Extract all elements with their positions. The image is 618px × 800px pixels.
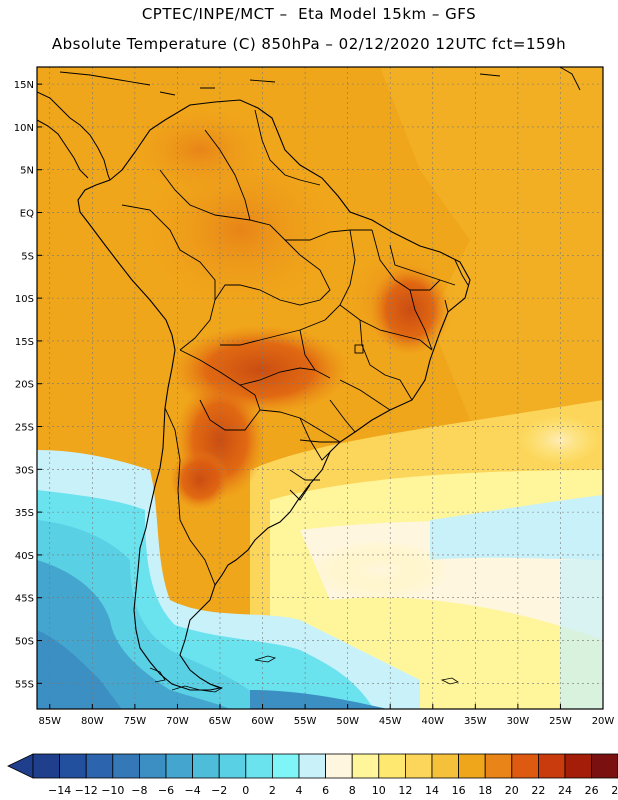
colorbar-label: −8 <box>131 784 147 797</box>
field-cyan-far-east <box>560 560 603 709</box>
longitude-labels: 85W 80W 75W 70W 65W 60W 55W 50W 45W 40W 35W 30W 25W 2… <box>38 716 614 727</box>
colorbar-segment <box>271 753 300 779</box>
lon-label: 20W <box>592 716 615 727</box>
lon-label: 50W <box>336 716 359 727</box>
colorbar-segment <box>85 753 114 779</box>
colorbar-segment <box>32 753 61 779</box>
colorbar-segment <box>564 753 593 779</box>
lat-label: 40S <box>15 551 34 562</box>
colorbar-label: 12 <box>398 784 412 797</box>
plot-frame <box>36 66 604 710</box>
lat-label: 10N <box>14 123 34 134</box>
colorbar-label: 22 <box>531 784 545 797</box>
title-line-2: Absolute Temperature (C) 850hPa – 02/12/… <box>51 35 567 53</box>
colorbar-label: 10 <box>372 784 386 797</box>
colorbar-segment <box>192 753 220 779</box>
field-warm-north <box>120 100 280 200</box>
colorbar-segment <box>538 753 566 779</box>
colorbar-label: −2 <box>211 784 227 797</box>
lat-label: 5S <box>21 251 34 262</box>
title-line-1: CPTEC/INPE/MCT – Eta Model 15km – GFS <box>141 5 477 23</box>
field-cool-patch <box>310 540 450 600</box>
coastline-central-america <box>37 91 111 181</box>
colorbar-segment <box>404 753 433 779</box>
field-sw-cold-5 <box>37 630 122 709</box>
lon-label: 80W <box>81 716 104 727</box>
country-borders <box>121 109 469 586</box>
lat-label: EQ <box>20 209 34 220</box>
lat-label: 30S <box>15 465 34 476</box>
lat-label: 15N <box>14 80 34 91</box>
colorbar-lower-arrow <box>7 753 34 779</box>
colorbar-segment <box>351 753 380 779</box>
lat-label: 20S <box>15 380 34 391</box>
colorbar-segment <box>511 753 539 779</box>
colorbar-label: −6 <box>158 784 174 797</box>
lon-label: 30W <box>507 716 530 727</box>
latitude-labels: 15N 10N 5N EQ 5S 10S 15S 20S 25S 30S 35S 40S 45S 50S 5… <box>14 80 34 690</box>
colorbar-segment <box>378 753 406 779</box>
field-s-cold-strip <box>250 690 388 709</box>
coastline-caribbean <box>59 67 581 96</box>
colorbar-label: 2 <box>269 784 276 797</box>
lon-label: 55W <box>294 716 317 727</box>
lat-label: 55S <box>15 679 34 690</box>
lon-label: 45W <box>379 716 402 727</box>
colorbar-label: 4 <box>296 784 303 797</box>
colorbar-label: 8 <box>349 784 356 797</box>
colorbar-label: −4 <box>184 784 200 797</box>
colorbar-label: 26 <box>585 784 599 797</box>
colorbar-segment <box>591 753 618 779</box>
field-cyan-east <box>430 495 603 560</box>
colorbar-segment <box>245 753 273 779</box>
lon-label: 40W <box>421 716 444 727</box>
colorbar-segment <box>484 753 513 779</box>
lon-label: 60W <box>251 716 274 727</box>
colorbar-label: 0 <box>242 784 249 797</box>
colorbar-label: 16 <box>452 784 466 797</box>
colorbar-segment <box>59 753 87 779</box>
lon-label: 35W <box>464 716 487 727</box>
lon-label: 70W <box>166 716 189 727</box>
field-pale-patch <box>520 415 600 465</box>
colorbar-segment <box>325 753 353 779</box>
lat-label: 45S <box>15 594 34 605</box>
lat-label: 35S <box>15 508 34 519</box>
lon-label: 25W <box>549 716 572 727</box>
lat-label: 50S <box>15 637 34 648</box>
colorbar-label: −14 <box>48 784 71 797</box>
colorbar <box>7 753 618 779</box>
colorbar-labels: −14 −12 −10 −8 −6 −4 −2 0 2 4 6 8 10 12 14 16 18 20 22 24 26… <box>48 784 618 797</box>
lat-label: 5N <box>20 166 34 177</box>
colorbar-label: 24 <box>558 784 572 797</box>
colorbar-label: 28 <box>611 784 618 797</box>
colorbar-label: −10 <box>101 784 124 797</box>
field-hot-east <box>370 265 450 355</box>
colorbar-segment <box>458 753 486 779</box>
gridlines <box>37 67 603 709</box>
lon-label: 85W <box>38 716 61 727</box>
colorbar-label: 20 <box>505 784 519 797</box>
colorbar-segment <box>138 753 167 779</box>
temperature-field <box>37 67 603 709</box>
lon-label: 75W <box>124 716 147 727</box>
colorbar-label: −12 <box>75 784 98 797</box>
lat-label: 15S <box>15 337 34 348</box>
lat-label: 10S <box>15 294 34 305</box>
coastline-south-america <box>77 99 471 691</box>
field-hot-south <box>170 450 230 510</box>
islands <box>149 655 459 693</box>
colorbar-segment <box>431 753 460 779</box>
lat-label: 25S <box>15 423 34 434</box>
colorbar-label: 6 <box>322 784 329 797</box>
colorbar-segment <box>165 753 194 779</box>
colorbar-segment <box>218 753 247 779</box>
colorbar-label: 18 <box>478 784 492 797</box>
colorbar-label: 14 <box>425 784 439 797</box>
axis-ticks <box>37 83 604 709</box>
colorbar-segment <box>298 753 327 779</box>
lon-label: 65W <box>209 716 232 727</box>
colorbar-segment <box>112 753 140 779</box>
